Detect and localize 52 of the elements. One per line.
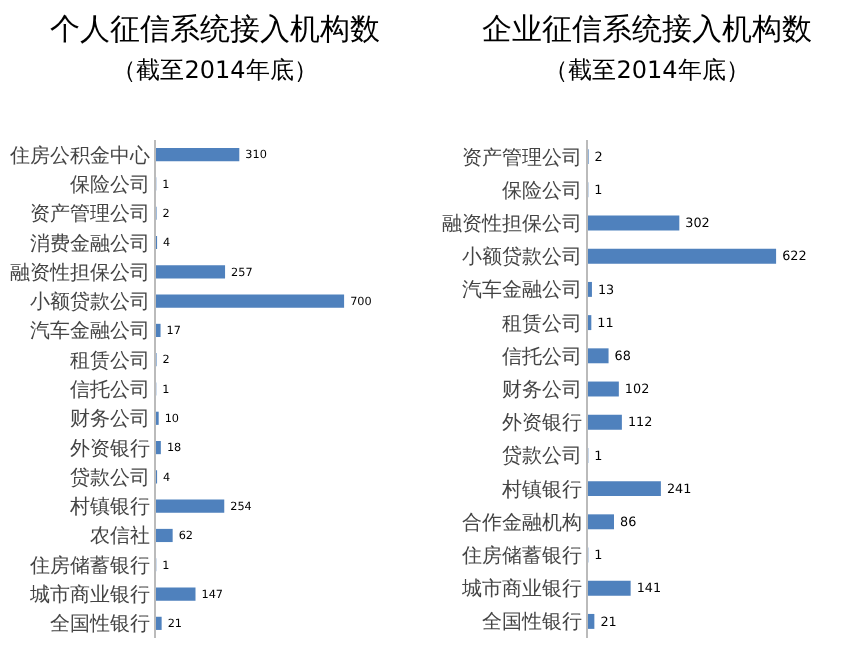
y-tick-label: 合作金融机构 <box>462 510 582 535</box>
y-tick-label: 农信社 <box>90 524 150 549</box>
bar <box>156 616 162 630</box>
y-tick-label: 信托公司 <box>70 378 150 402</box>
bar <box>588 514 614 530</box>
y-tick-label: 融资性担保公司 <box>10 260 150 285</box>
y-tick-label: 村镇银行 <box>500 477 582 502</box>
y-tick-label: 贷款公司 <box>502 444 582 469</box>
bar <box>156 499 225 513</box>
y-tick-label: 小额贷款公司 <box>30 290 150 315</box>
bar <box>156 294 345 308</box>
bar <box>156 148 240 162</box>
y-tick-label: 财务公司 <box>70 407 150 432</box>
chart-subtitle: （截至2014年底） <box>112 56 318 85</box>
y-tick-label: 住房储蓄银行 <box>30 553 150 578</box>
y-tick-label: 外资银行 <box>70 436 150 461</box>
bar <box>156 265 226 279</box>
y-tick-label: 汽车金融公司 <box>462 278 582 303</box>
y-tick-label: 汽车金融公司 <box>30 319 150 344</box>
y-tick-label: 城市商业银行 <box>28 583 150 608</box>
y-tick-label: 外资银行 <box>502 411 582 436</box>
y-tick-label: 村镇银行 <box>68 495 150 520</box>
y-tick-label: 保险公司 <box>70 172 150 197</box>
bar <box>588 414 622 430</box>
bar <box>588 613 595 629</box>
y-tick-label: 资产管理公司 <box>462 145 582 170</box>
y-tick-label: 财务公司 <box>502 378 582 402</box>
bar <box>588 381 619 397</box>
y-tick-label: 城市商业银行 <box>460 577 582 602</box>
y-tick-label: 信托公司 <box>502 344 582 369</box>
bar <box>156 528 173 543</box>
bar <box>588 348 609 364</box>
y-tick-label: 租赁公司 <box>70 348 150 373</box>
y-tick-label: 住房储蓄银行 <box>462 544 582 568</box>
y-tick-label: 小额贷款公司 <box>462 245 582 270</box>
chart-title: 个人征信系统接入机构数 <box>50 11 380 48</box>
y-tick-label: 保险公司 <box>502 178 582 203</box>
bar <box>588 580 631 596</box>
y-tick-label: 资产管理公司 <box>30 202 150 227</box>
chart-title: 企业征信系统接入机构数 <box>482 11 812 48</box>
bar <box>156 587 196 601</box>
y-tick-label: 住房公积金中心 <box>10 143 150 168</box>
y-tick-label: 全国性银行 <box>50 612 150 637</box>
y-tick-label: 贷款公司 <box>70 465 150 490</box>
bar <box>588 248 777 264</box>
y-tick-label: 融资性担保公司 <box>442 212 582 236</box>
y-tick-label: 租赁公司 <box>502 311 582 336</box>
bar <box>588 481 661 497</box>
bar <box>588 215 680 231</box>
y-tick-label: 消费金融公司 <box>30 231 150 256</box>
chart-subtitle: （截至2014年底） <box>544 56 750 85</box>
y-tick-label: 全国性银行 <box>482 610 582 635</box>
